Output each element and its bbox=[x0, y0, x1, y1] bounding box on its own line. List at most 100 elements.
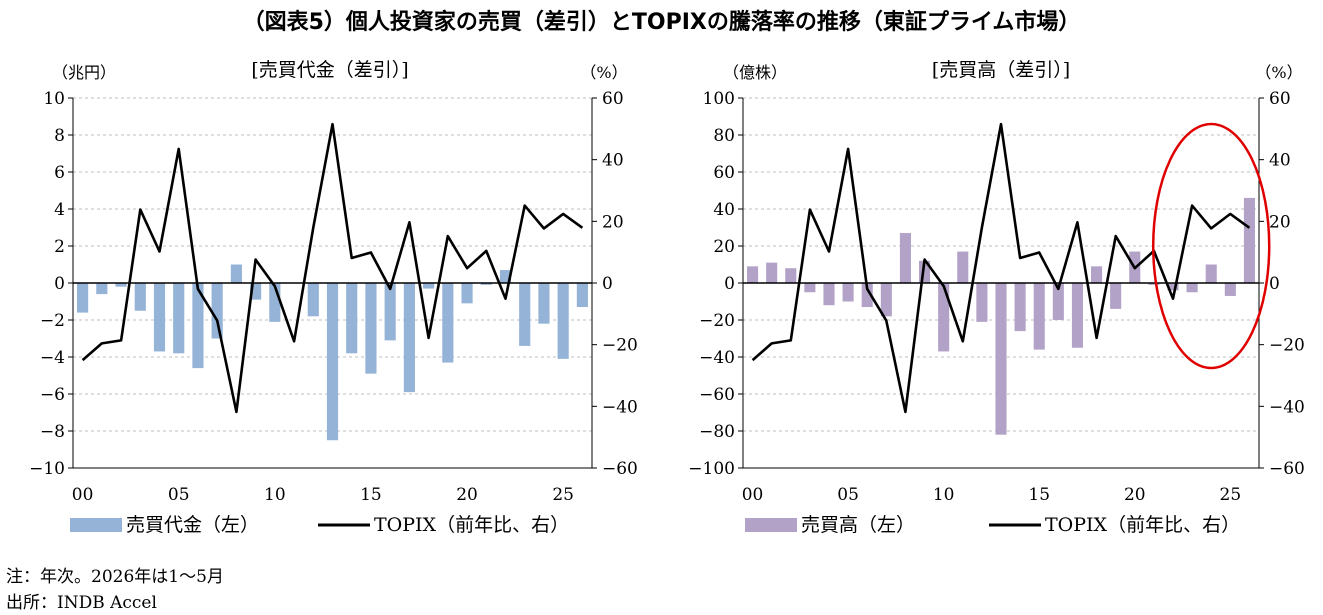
right-tick-label: 0 bbox=[1269, 274, 1280, 294]
bar bbox=[1071, 283, 1083, 348]
legend-bar-label: 売買代金（左） bbox=[126, 514, 259, 536]
left-tick-label: 0 bbox=[54, 274, 65, 294]
bar bbox=[153, 283, 166, 352]
legend-bar-label: 売買高（左） bbox=[801, 514, 915, 536]
bar bbox=[499, 270, 512, 283]
left-tick-label: 10 bbox=[43, 89, 65, 109]
left-tick-label: −40 bbox=[699, 348, 735, 368]
bar bbox=[211, 283, 223, 339]
right-unit: （%） bbox=[1255, 63, 1302, 82]
bar bbox=[269, 283, 281, 322]
left-tick-label: −4 bbox=[40, 348, 65, 368]
bar bbox=[384, 283, 396, 341]
bar bbox=[538, 283, 550, 324]
right-tick-label: 40 bbox=[1269, 151, 1291, 171]
left-tick-label: −20 bbox=[699, 311, 735, 331]
right-tick-label: 40 bbox=[602, 151, 624, 171]
bar bbox=[1243, 197, 1255, 283]
bar bbox=[230, 264, 242, 283]
legend-bar-swatch bbox=[745, 518, 797, 532]
bar bbox=[804, 283, 816, 293]
left-tick-label: 40 bbox=[713, 200, 735, 220]
chart-trading-volume: −100 −80 −60 −40 −20 0 20 40 60 80 100 −60 −40 −20 0 20… bbox=[688, 59, 1305, 536]
bar bbox=[766, 262, 778, 283]
left-tick-label: 2 bbox=[54, 237, 65, 257]
right-tick-label: −40 bbox=[1269, 397, 1305, 417]
bar bbox=[1052, 283, 1064, 320]
x-tick-label: 15 bbox=[360, 485, 382, 505]
bar bbox=[96, 283, 108, 295]
right-tick-label: 60 bbox=[602, 89, 624, 109]
bar bbox=[346, 283, 358, 354]
bar bbox=[403, 283, 415, 393]
right-tick-label: −20 bbox=[602, 336, 638, 356]
topix-line bbox=[751, 122, 1251, 414]
bar bbox=[919, 260, 931, 283]
bar bbox=[173, 283, 185, 354]
bar bbox=[192, 283, 204, 369]
left-tick-label: 4 bbox=[54, 200, 65, 220]
left-tick-label: −10 bbox=[29, 459, 65, 479]
right-tick-label: 0 bbox=[602, 274, 613, 294]
source-text: 出所：INDB Accel bbox=[6, 593, 157, 613]
left-tick-label: 6 bbox=[54, 163, 65, 183]
legend-bar-swatch bbox=[70, 518, 122, 532]
bar bbox=[576, 283, 588, 308]
x-tick-label: 20 bbox=[456, 485, 478, 505]
bar bbox=[423, 283, 435, 289]
left-tick-label: 100 bbox=[703, 89, 735, 109]
bar bbox=[77, 283, 89, 313]
bar bbox=[480, 283, 492, 285]
left-tick-label: −60 bbox=[699, 385, 735, 405]
bar bbox=[461, 283, 473, 304]
bar bbox=[785, 268, 797, 283]
right-tick-label: −40 bbox=[602, 397, 638, 417]
x-tick-label: 05 bbox=[168, 485, 190, 505]
bar bbox=[1167, 283, 1179, 291]
x-tick-label: 25 bbox=[552, 485, 574, 505]
bar bbox=[899, 233, 911, 283]
left-tick-label: −8 bbox=[40, 422, 65, 442]
bar bbox=[1186, 283, 1198, 293]
left-tick-label: 0 bbox=[724, 274, 735, 294]
x-tick-label: 05 bbox=[837, 485, 859, 505]
right-tick-label: −60 bbox=[602, 459, 638, 479]
left-tick-label: −80 bbox=[699, 422, 735, 442]
left-tick-label: −2 bbox=[40, 311, 65, 331]
left-unit: （億株） bbox=[723, 63, 787, 82]
left-unit: （兆円） bbox=[52, 63, 116, 82]
bar bbox=[250, 283, 262, 300]
left-tick-label: −100 bbox=[688, 459, 735, 479]
x-tick-label: 00 bbox=[742, 485, 764, 505]
left-tick-label: 60 bbox=[713, 163, 735, 183]
bar bbox=[1014, 283, 1026, 332]
bar bbox=[326, 283, 339, 441]
right-tick-label: −60 bbox=[1269, 459, 1305, 479]
x-tick-label: 10 bbox=[933, 485, 955, 505]
right-tick-label: 20 bbox=[1269, 212, 1291, 232]
figure-title: （図表5）個人投資家の売買（差引）とTOPIXの騰落率の推移（東証プライム市場） bbox=[242, 10, 1081, 35]
bar bbox=[1091, 266, 1103, 283]
highlight-ellipse bbox=[1151, 122, 1271, 370]
bar bbox=[115, 283, 127, 287]
bar bbox=[823, 283, 835, 306]
bar bbox=[1148, 283, 1160, 285]
bar bbox=[519, 283, 531, 346]
bar bbox=[938, 283, 950, 352]
note-text: 注：年次。2026年は1～5月 bbox=[6, 567, 224, 587]
bar bbox=[842, 283, 854, 302]
left-tick-label: 8 bbox=[54, 126, 65, 146]
bar bbox=[1205, 264, 1217, 283]
bar bbox=[861, 283, 873, 308]
left-tick-label: 20 bbox=[713, 237, 735, 257]
left-tick-label: −6 bbox=[40, 385, 65, 405]
panel-title: [売買代金（差引）] bbox=[251, 59, 408, 81]
x-tick-label: 20 bbox=[1124, 485, 1146, 505]
bar bbox=[995, 283, 1007, 435]
right-unit: （%） bbox=[580, 63, 627, 82]
right-tick-label: 60 bbox=[1269, 89, 1291, 109]
bar bbox=[747, 266, 759, 283]
x-tick-label: 15 bbox=[1028, 485, 1050, 505]
panel-title: [売買高（差引）] bbox=[932, 59, 1070, 81]
